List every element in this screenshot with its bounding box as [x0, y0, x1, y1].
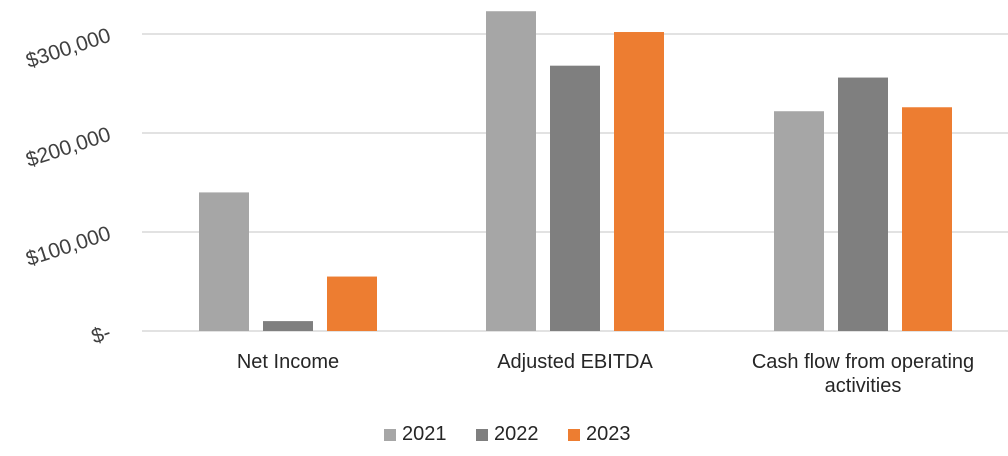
legend-label: 2022	[494, 423, 539, 445]
y-axis-tick-labels: $- $100,000 $200,000 $300,000	[23, 24, 113, 349]
bar-2021-2	[774, 111, 824, 331]
bar-2021-0	[199, 192, 249, 331]
y-tick-label: $-	[89, 321, 114, 349]
x-category-label: Net Income	[237, 351, 339, 373]
legend-swatch-2021	[384, 429, 396, 441]
legend-swatch-2022	[476, 429, 488, 441]
bar-2022-1	[550, 65, 600, 332]
legend-label: 2021	[402, 423, 447, 445]
x-category-label: Cash flow from operating	[752, 351, 974, 373]
bar-2023-0	[327, 276, 377, 331]
legend-swatch-2023	[568, 429, 580, 441]
bar-2023-1	[614, 32, 664, 332]
y-tick-label: $200,000	[23, 123, 113, 172]
legend: 2021 2022 2023	[384, 423, 631, 445]
bar-2022-2	[838, 77, 888, 331]
bar-2023-2	[902, 107, 952, 331]
x-axis-category-labels: Net Income Adjusted EBITDA Cash flow from …	[237, 351, 974, 397]
y-tick-label: $100,000	[23, 222, 113, 271]
bars	[199, 11, 952, 332]
y-tick-label: $300,000	[23, 24, 113, 73]
bar-2021-1	[486, 11, 536, 331]
bar-2022-0	[263, 321, 313, 331]
x-category-label: activities	[825, 375, 902, 397]
legend-label: 2023	[586, 423, 631, 445]
x-category-label: Adjusted EBITDA	[497, 351, 653, 373]
